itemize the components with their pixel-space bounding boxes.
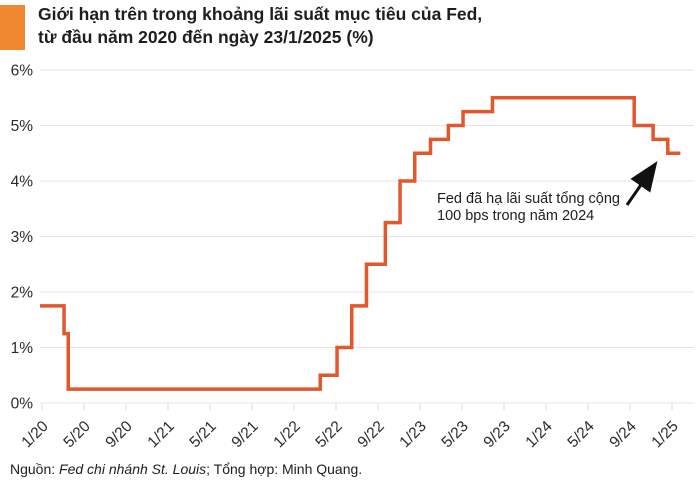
y-tick-label: 1%	[11, 340, 34, 357]
gridlines	[40, 69, 694, 404]
x-tick-label: 1/20	[18, 418, 52, 452]
x-tick-label: 5/21	[186, 418, 219, 451]
annotation-text-line1: Fed đã hạ lãi suất tổng cộng	[437, 191, 620, 207]
y-tick-label: 0%	[11, 396, 34, 413]
rate-step-line	[40, 96, 681, 391]
y-tick-label: 3%	[11, 229, 34, 246]
chart-title-line1: Giới hạn trên trong khoảng lãi suất mục …	[38, 4, 483, 24]
x-tick-label: 9/21	[228, 418, 261, 451]
x-tick-label: 1/22	[270, 418, 303, 451]
x-tick-label: 1/24	[522, 418, 556, 452]
source-prefix: Nguồn:	[10, 461, 60, 477]
annotation-arrow-icon	[625, 161, 658, 206]
x-tick-label: 1/25	[648, 418, 681, 451]
annotation-text-line2: 100 bps trong năm 2024	[437, 208, 594, 224]
x-tick-label: 5/22	[312, 418, 345, 451]
chart-title-line2: từ đầu năm 2020 đến ngày 23/1/2025 (%)	[38, 27, 374, 47]
x-tick-label: 5/23	[438, 418, 471, 451]
source-note: Nguồn: Fed chi nhánh St. Louis; Tổng hợp…	[10, 461, 362, 477]
source-name: Fed chi nhánh St. Louis	[59, 461, 207, 477]
y-tick-label: 5%	[11, 118, 34, 135]
x-tick-label: 5/24	[564, 418, 598, 452]
x-tick-label: 1/21	[144, 418, 177, 451]
y-tick-label: 6%	[11, 63, 34, 80]
x-tick-label: 9/20	[102, 418, 136, 452]
source-suffix: ; Tổng hợp: Minh Quang.	[206, 461, 363, 477]
page-title: Giới hạn trên trong khoảng lãi suất mục …	[38, 3, 482, 49]
x-tick-label: 9/23	[480, 418, 513, 451]
y-axis-labels: 0% 1% 2% 3% 4% 5% 6%	[11, 63, 34, 413]
x-axis: 1/20 5/20 9/20 1/21 5/21 9/21 1/22 5/22 9/22 1/23…	[18, 404, 682, 452]
y-tick-label: 2%	[11, 285, 34, 302]
x-tick-label: 1/23	[396, 418, 429, 451]
x-tick-label: 9/24	[606, 418, 640, 452]
accent-square	[0, 5, 25, 50]
annotation: Fed đã hạ lãi suất tổng cộng 100 bps tro…	[437, 161, 658, 224]
x-tick-label: 5/20	[60, 418, 94, 452]
step-line-chart: 0%1%2%3%4%5%6% 1/20 5/20 9/20 1/21 5/21 9/21 1…	[11, 63, 694, 452]
x-tick-label: 9/22	[354, 418, 387, 451]
y-tick-label: 4%	[11, 174, 34, 191]
